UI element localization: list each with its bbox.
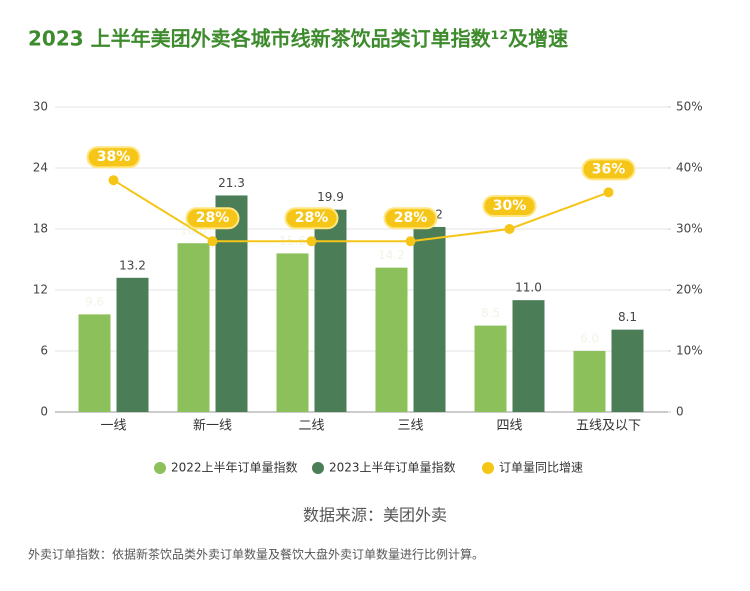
x-tick-label: 五线及以下: [576, 419, 641, 434]
bar: [215, 195, 248, 412]
y2-tick-label: 40%: [676, 161, 703, 175]
growth-point: [405, 236, 416, 247]
y2-tick-label: 50%: [676, 100, 703, 114]
growth-label: 28%: [295, 210, 329, 226]
bar-value-label: 11.0: [515, 281, 542, 295]
bar-value-label: 21.3: [218, 176, 245, 190]
bar: [314, 209, 347, 412]
y-tick-label: 6: [40, 344, 48, 358]
growth-label-bg: [581, 158, 636, 181]
growth-point: [504, 224, 515, 234]
legend-label: 2023上半年订单量指数: [329, 460, 456, 475]
bar-value-label: 13.2: [119, 258, 146, 272]
y2-tick-label: 0: [676, 405, 684, 419]
bar: [573, 351, 606, 412]
bar-value-label: 14.2: [378, 248, 405, 262]
y-tick-label: 18: [33, 222, 48, 236]
bar: [512, 300, 545, 412]
legend-marker: [154, 462, 166, 474]
growth-line: [112, 179, 609, 243]
bar-value-label: 19.9: [317, 190, 344, 204]
growth-label-bg: [383, 207, 438, 230]
bar: [474, 325, 507, 412]
source: 数据来源：美团外卖: [303, 506, 447, 525]
y-tick-label: 0: [40, 405, 48, 419]
x-tick-label: 三线: [397, 419, 423, 434]
x-tick-label: 一线: [100, 419, 126, 434]
y2-tick-label: 10%: [676, 344, 703, 358]
growth-point: [108, 175, 119, 186]
growth-point: [207, 236, 218, 247]
growth-label: 38%: [97, 149, 131, 165]
legend-label: 2022上半年订单量指数: [171, 460, 298, 475]
legend-marker: [482, 462, 494, 474]
bar: [413, 226, 446, 412]
growth-label: 36%: [592, 161, 626, 177]
chart-title: 2023 上半年美团外卖各城市线新茶饮品类订单指数¹²及增速: [28, 27, 568, 51]
growth-label: 28%: [196, 210, 230, 226]
bar: [116, 277, 149, 412]
x-tick-label: 四线: [496, 419, 522, 434]
bar: [611, 329, 644, 412]
y2-tick-label: 20%: [676, 283, 703, 297]
bar-value-label: 6.0: [580, 332, 599, 346]
x-tick-label: 二线: [298, 419, 324, 434]
growth-label-bg: [284, 207, 339, 230]
growth-label: 28%: [394, 210, 428, 226]
growth-label-bg: [482, 195, 537, 217]
growth-label: 30%: [493, 198, 527, 214]
y2-tick-label: 30%: [676, 222, 703, 236]
growth-label-bg: [185, 207, 240, 230]
growth-point: [306, 236, 317, 247]
x-tick-label: 新一线: [193, 418, 232, 434]
y-tick-label: 24: [33, 161, 48, 175]
bar-value-label: 8.1: [618, 310, 637, 324]
y-tick-label: 30: [33, 100, 48, 114]
bar: [276, 253, 309, 412]
bar-value-label: 9.6: [85, 295, 104, 309]
y-tick-label: 12: [33, 283, 48, 297]
growth-label-bg: [86, 146, 141, 169]
bar: [177, 243, 210, 412]
legend-label: 订单量同比增速: [499, 461, 583, 475]
footnote: 外卖订单指数：依据新茶饮品类外卖订单数量及餐饮大盘外卖订单数量进行比例计算。: [28, 547, 484, 562]
legend-marker: [312, 462, 324, 474]
bar-value-label: 8.5: [481, 306, 500, 320]
bar: [78, 314, 111, 412]
growth-point: [603, 187, 614, 198]
bar: [375, 267, 408, 412]
